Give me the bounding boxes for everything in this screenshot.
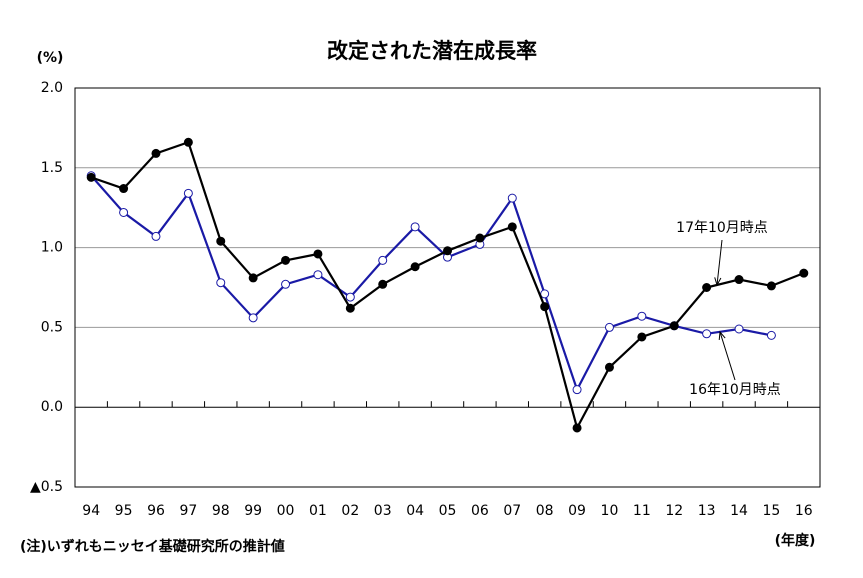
x-tick-label: 06 <box>471 503 489 519</box>
x-tick-label: 00 <box>277 503 295 519</box>
legend-label: 17年10月時点 <box>676 220 768 236</box>
point <box>378 279 388 289</box>
x-tick-label: 07 <box>503 503 521 519</box>
x-tick-label: 98 <box>212 503 230 519</box>
point <box>702 283 712 292</box>
y-tick-label: 0.5 <box>41 319 63 335</box>
point <box>119 184 129 194</box>
point <box>345 303 355 313</box>
legend-label: 16年10月時点 <box>689 382 781 398</box>
x-tick-label: 95 <box>115 503 133 519</box>
plot-border <box>74 87 821 488</box>
point <box>734 275 744 285</box>
x-tick-label: 12 <box>665 503 683 519</box>
point <box>151 231 161 241</box>
x-tick-label: 15 <box>762 503 780 519</box>
arrow-head <box>714 277 722 287</box>
x-tick-label: 99 <box>244 503 262 519</box>
point <box>766 330 776 340</box>
y-unit: (%) <box>37 50 64 66</box>
x-tick-label: 97 <box>179 503 197 519</box>
point <box>669 321 679 331</box>
point <box>540 289 550 299</box>
x-tick-label: 04 <box>406 503 424 519</box>
point <box>799 268 809 278</box>
x-tick-label: 96 <box>147 503 165 519</box>
point <box>216 236 226 246</box>
point <box>378 255 388 265</box>
x-tick-label: 11 <box>633 503 651 519</box>
y-tick-label: ▲0.5 <box>30 479 63 495</box>
point <box>507 222 517 232</box>
x-tick-label: 01 <box>309 503 327 519</box>
point <box>702 329 712 339</box>
x-tick-label: 10 <box>601 503 619 519</box>
annotation-arrow <box>719 331 736 381</box>
point <box>507 193 517 203</box>
x-unit: (年度) <box>775 532 816 549</box>
point <box>281 279 291 289</box>
point <box>572 423 582 433</box>
x-tick-label: 08 <box>536 503 554 519</box>
point <box>86 172 96 182</box>
x-tick-label: 16 <box>795 503 813 519</box>
x-tick-label: 94 <box>82 503 100 519</box>
point <box>475 233 485 243</box>
point <box>183 188 193 198</box>
x-tick-label: 03 <box>374 503 392 519</box>
y-tick-label: 0.0 <box>41 399 63 415</box>
point <box>637 332 647 342</box>
point <box>734 324 744 334</box>
point <box>119 207 129 217</box>
x-tick-label: 02 <box>341 503 359 519</box>
point <box>281 255 291 265</box>
point <box>345 292 355 302</box>
y-tick-label: 1.0 <box>41 240 63 256</box>
point <box>216 278 226 288</box>
line <box>90 175 772 393</box>
y-tick-label: 1.5 <box>41 160 63 176</box>
point <box>572 385 582 395</box>
x-tick-label: 13 <box>698 503 716 519</box>
point <box>540 302 550 312</box>
point <box>604 362 614 372</box>
point <box>248 273 258 283</box>
point <box>248 313 258 323</box>
chart-title: 改定された潜在成長率 <box>327 39 537 63</box>
point <box>443 246 452 256</box>
point <box>637 311 647 321</box>
arrow-head <box>718 330 726 341</box>
x-tick-label: 09 <box>568 503 586 519</box>
point <box>604 322 614 332</box>
point <box>410 222 420 232</box>
point <box>766 281 776 291</box>
x-tick-label: 14 <box>730 503 748 519</box>
annotation-arrow <box>716 239 723 286</box>
point <box>151 148 161 158</box>
x-tick-label: 05 <box>439 503 457 519</box>
point <box>313 270 323 280</box>
point <box>313 249 323 259</box>
point <box>183 137 193 147</box>
note: (注)いずれもニッセイ基礎研究所の推計値 <box>20 538 285 555</box>
y-tick-label: 2.0 <box>41 80 63 96</box>
point <box>410 262 420 272</box>
